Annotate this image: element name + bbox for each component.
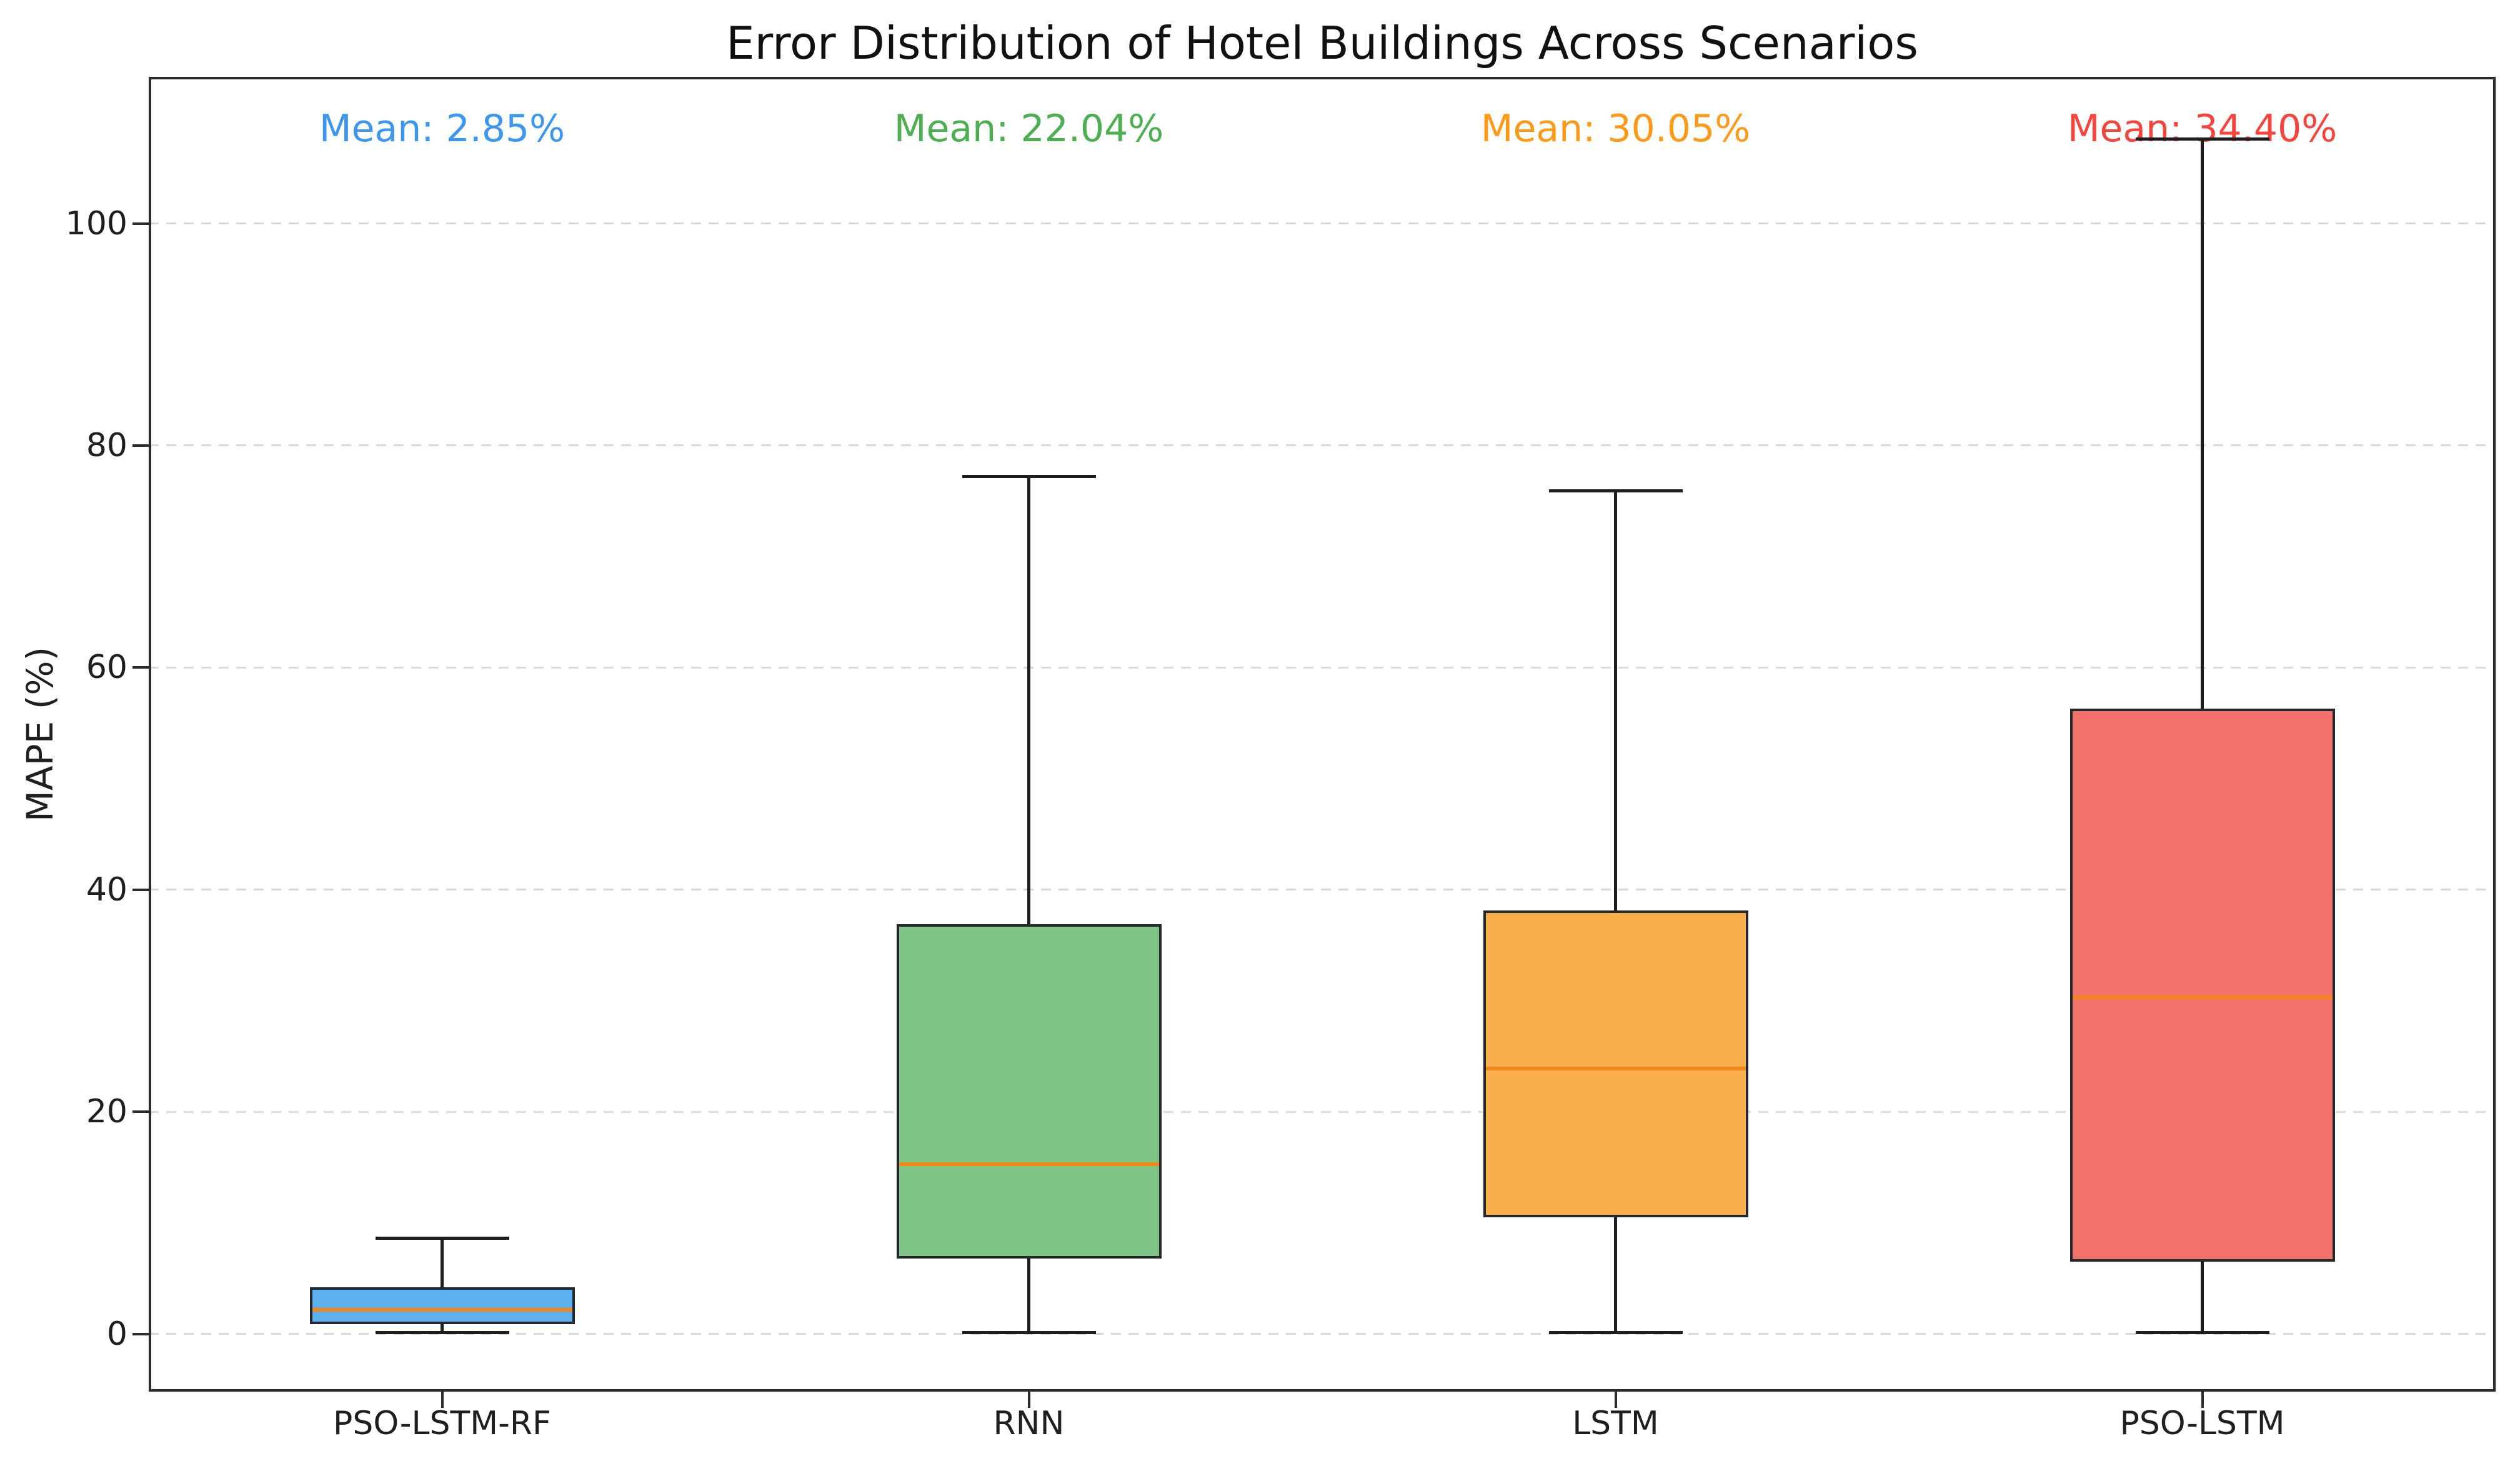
whisker-cap [962, 1331, 1096, 1335]
box [309, 1287, 575, 1324]
box [2069, 708, 2335, 1262]
box-whisker [441, 1238, 444, 1289]
whisker-cap [1548, 489, 1683, 493]
median-line [1485, 1066, 1746, 1070]
box-whisker [441, 1322, 444, 1333]
mean-annotation: Mean: 22.04% [894, 107, 1164, 151]
box-whisker [1614, 1216, 1617, 1333]
y-tick-mark [132, 1110, 149, 1114]
plot-area: Mean: 2.85% Mean: 22.04% Mean: 30.05% Mean:… [149, 77, 2496, 1392]
gridline [149, 1110, 2496, 1113]
mean-annotation: Mean: 30.05% [1480, 107, 1751, 151]
y-tick-mark [132, 444, 149, 447]
x-tick-mark [1027, 1392, 1030, 1408]
y-tick-mark [132, 888, 149, 891]
x-tick-mark [2201, 1392, 2204, 1408]
y-tick-label: 20 [86, 1093, 127, 1131]
y-tick-mark [132, 666, 149, 669]
whisker-cap [375, 1331, 509, 1335]
y-tick-label: 40 [86, 870, 127, 909]
box-whisker [1614, 491, 1617, 912]
mean-annotation: Mean: 2.85% [319, 107, 565, 151]
y-tick-mark [132, 1332, 149, 1335]
gridline [149, 666, 2496, 669]
box-whisker [2201, 1260, 2204, 1333]
whisker-cap [962, 475, 1096, 479]
gridline [149, 889, 2496, 891]
y-tick-label: 100 [65, 204, 127, 242]
y-tick-label: 60 [86, 649, 127, 687]
chart-title: Error Distribution of Hotel Buildings Ac… [726, 17, 1918, 69]
x-tick-label: RNN [993, 1405, 1065, 1442]
x-tick-label: PSO-LSTM-RF [333, 1405, 551, 1442]
x-tick-label: PSO-LSTM [2119, 1405, 2285, 1442]
y-tick-label: 80 [86, 426, 127, 464]
x-tick-mark [441, 1392, 444, 1408]
whisker-cap [2135, 137, 2269, 141]
y-tick-mark [132, 222, 149, 225]
box [896, 924, 1162, 1259]
whisker-cap [1548, 1331, 1683, 1335]
median-line [899, 1162, 1159, 1166]
gridline [149, 444, 2496, 447]
x-tick-label: LSTM [1572, 1405, 1659, 1442]
box-whisker [2201, 139, 2204, 710]
box [1483, 910, 1748, 1218]
box-whisker [1027, 1257, 1030, 1333]
median-line [312, 1307, 572, 1312]
whisker-cap [375, 1237, 509, 1240]
y-tick-label: 0 [106, 1315, 127, 1353]
median-line [2072, 995, 2333, 1000]
gridline [149, 222, 2496, 225]
x-tick-mark [1614, 1392, 1617, 1408]
gridline [149, 1333, 2496, 1335]
whisker-cap [2135, 1331, 2269, 1335]
box-whisker [1027, 476, 1030, 925]
